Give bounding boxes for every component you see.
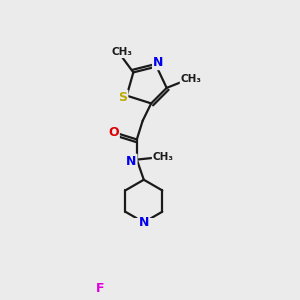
Text: S: S: [118, 91, 127, 104]
Text: N: N: [126, 154, 136, 168]
Text: N: N: [139, 216, 149, 229]
Text: N: N: [153, 56, 163, 69]
Text: CH₃: CH₃: [181, 74, 202, 84]
Text: F: F: [96, 282, 104, 295]
Text: CH₃: CH₃: [153, 152, 174, 162]
Text: CH₃: CH₃: [112, 47, 133, 57]
Text: O: O: [108, 126, 119, 140]
